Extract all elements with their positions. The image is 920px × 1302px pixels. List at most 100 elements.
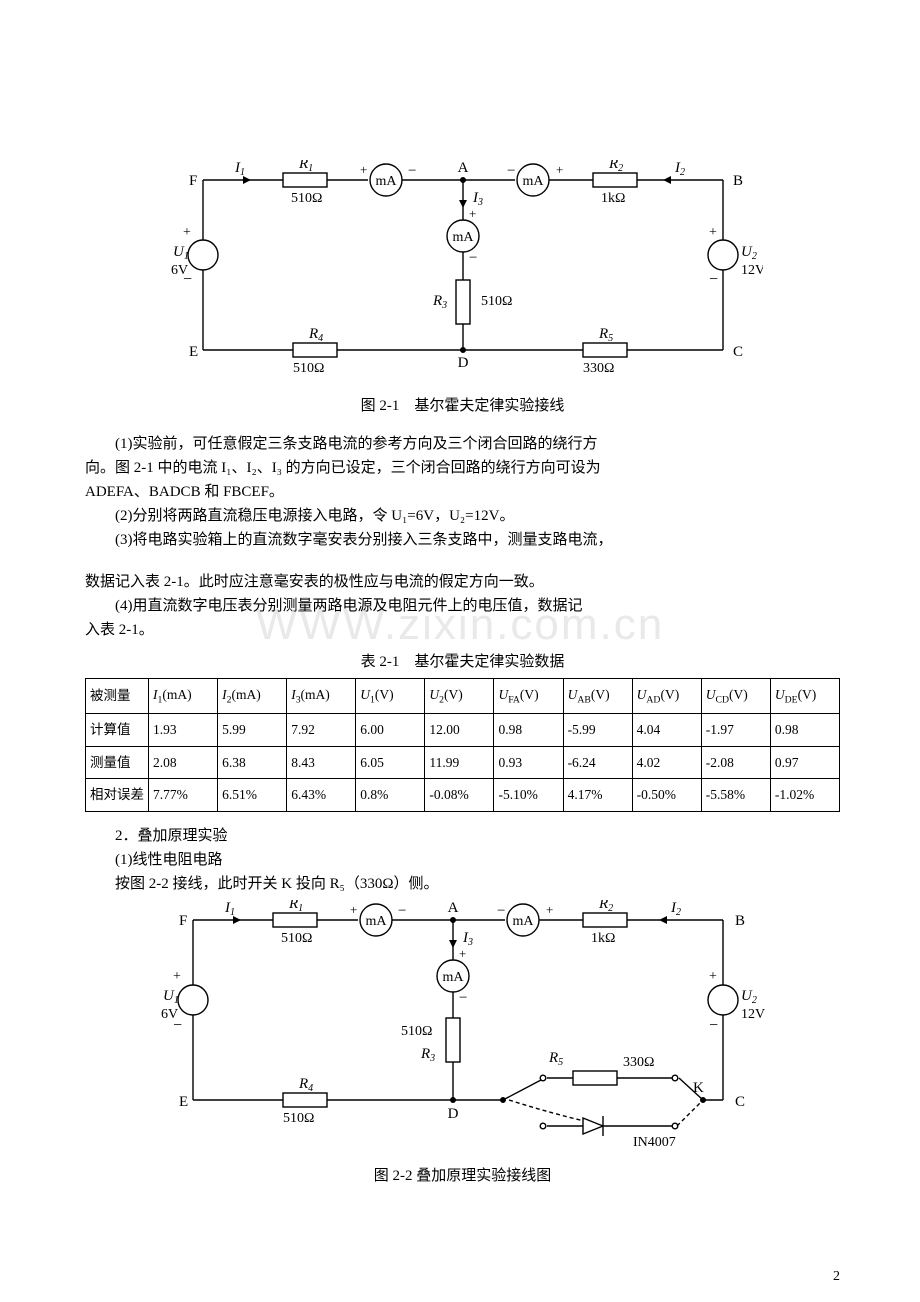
node-B: B	[733, 173, 743, 189]
svg-text:+: +	[173, 969, 181, 984]
node-D: D	[457, 355, 468, 371]
table-header: UFA(V)	[494, 679, 563, 714]
para-2-3: 入表 2-1。	[85, 618, 840, 642]
table-cell: -5.10%	[494, 779, 563, 812]
svg-text:+: +	[556, 162, 563, 177]
svg-text:−: −	[507, 163, 515, 179]
svg-text:+: +	[360, 162, 367, 177]
table-cell: -6.24	[563, 746, 632, 779]
svg-text:R4: R4	[308, 326, 323, 344]
svg-text:mA: mA	[375, 174, 397, 189]
svg-text:+: +	[469, 206, 476, 221]
svg-text:510Ω: 510Ω	[293, 361, 324, 376]
table-cell: 8.43	[287, 746, 356, 779]
table-2-1-title: 表 2-1 基尔霍夫定律实验数据	[85, 650, 840, 674]
svg-text:I2: I2	[670, 900, 681, 918]
diode-label: IN4007	[633, 1135, 676, 1150]
svg-text:R1: R1	[288, 900, 303, 914]
svg-text:U1: U1	[163, 988, 179, 1006]
svg-text:−: −	[173, 1017, 182, 1034]
table-cell: 12.00	[425, 714, 494, 747]
svg-text:E: E	[179, 1094, 188, 1110]
table-header: UAB(V)	[563, 679, 632, 714]
table-cell: -0.08%	[425, 779, 494, 812]
table-header: UAD(V)	[632, 679, 701, 714]
svg-text:mA: mA	[522, 174, 544, 189]
svg-text:I1: I1	[224, 900, 235, 918]
table-cell: 0.98	[770, 714, 839, 747]
svg-text:510Ω: 510Ω	[281, 931, 312, 946]
node-A: A	[457, 160, 468, 176]
svg-text:12V: 12V	[741, 263, 763, 278]
table-cell: -5.58%	[701, 779, 770, 812]
table-cell: 0.97	[770, 746, 839, 779]
para-1-3: ADEFA、BADCB 和 FBCEF。	[85, 480, 840, 504]
svg-text:mA: mA	[452, 230, 474, 245]
svg-text:−: −	[398, 903, 406, 919]
table-header: U2(V)	[425, 679, 494, 714]
svg-text:330Ω: 330Ω	[583, 361, 614, 376]
table-cell: -1.97	[701, 714, 770, 747]
page-number: 2	[833, 1266, 840, 1288]
table-cell: 1.93	[149, 714, 218, 747]
svg-text:F: F	[179, 913, 187, 929]
svg-text:A: A	[447, 900, 458, 916]
switch-K-label: K	[693, 1080, 704, 1096]
table-cell: -1.02%	[770, 779, 839, 812]
node-E: E	[189, 344, 198, 360]
table-cell: 6.38	[218, 746, 287, 779]
svg-text:I2: I2	[674, 160, 685, 178]
svg-text:12V: 12V	[741, 1007, 765, 1022]
svg-text:I1: I1	[234, 160, 245, 178]
svg-text:R5: R5	[598, 326, 613, 344]
table-cell: 0.93	[494, 746, 563, 779]
para-2-2: (4)用直流数字电压表分别测量两路电源及电阻元件上的电压值，数据记	[85, 594, 840, 618]
table-cell: 0.8%	[356, 779, 425, 812]
svg-text:510Ω: 510Ω	[401, 1024, 432, 1039]
table-header: UDE(V)	[770, 679, 839, 714]
svg-text:B: B	[735, 913, 745, 929]
svg-text:U2: U2	[741, 244, 757, 262]
table-cell: 0.98	[494, 714, 563, 747]
svg-text:mA: mA	[365, 914, 387, 929]
table-header: I3(mA)	[287, 679, 356, 714]
table-cell: -2.08	[701, 746, 770, 779]
svg-text:R2: R2	[608, 160, 623, 174]
table-cell: 6.05	[356, 746, 425, 779]
svg-text:mA: mA	[442, 970, 464, 985]
svg-text:−: −	[459, 990, 467, 1006]
table-cell: 4.17%	[563, 779, 632, 812]
svg-text:R1: R1	[298, 160, 313, 174]
para-2-1: 数据记入表 2-1。此时应注意毫安表的极性应与电流的假定方向一致。	[85, 570, 840, 594]
svg-text:R3: R3	[432, 293, 447, 311]
svg-text:U1: U1	[173, 244, 189, 262]
svg-text:1kΩ: 1kΩ	[591, 931, 615, 946]
svg-text:R3: R3	[420, 1046, 435, 1064]
svg-text:1kΩ: 1kΩ	[601, 191, 625, 206]
table-cell: 6.43%	[287, 779, 356, 812]
svg-text:−: −	[408, 163, 416, 179]
table-header: I2(mA)	[218, 679, 287, 714]
svg-text:+: +	[709, 225, 717, 240]
svg-text:510Ω: 510Ω	[291, 191, 322, 206]
section-2-line-1: (1)线性电阻电路	[85, 848, 840, 872]
table-cell: 2.08	[149, 746, 218, 779]
table-header: UCD(V)	[701, 679, 770, 714]
table-header: U1(V)	[356, 679, 425, 714]
section-2-line-2: 按图 2-2 接线，此时开关 K 投向 R₅（330Ω）侧。	[85, 872, 840, 896]
svg-text:+: +	[459, 946, 466, 961]
svg-text:330Ω: 330Ω	[623, 1055, 654, 1070]
circuit-2-1-svg: mA mA	[163, 160, 763, 390]
svg-text:+: +	[546, 902, 553, 917]
table-cell: -0.50%	[632, 779, 701, 812]
table-cell: 4.04	[632, 714, 701, 747]
svg-text:R5: R5	[548, 1050, 563, 1068]
svg-text:mA: mA	[512, 914, 534, 929]
table-cell: 相对误差	[86, 779, 149, 812]
figure-2-2-caption: 图 2-2 叠加原理实验接线图	[85, 1164, 840, 1188]
table-cell: 5.99	[218, 714, 287, 747]
table-cell: 计算值	[86, 714, 149, 747]
figure-2-1: mA mA	[85, 160, 840, 390]
svg-text:510Ω: 510Ω	[481, 294, 512, 309]
table-cell: 测量值	[86, 746, 149, 779]
